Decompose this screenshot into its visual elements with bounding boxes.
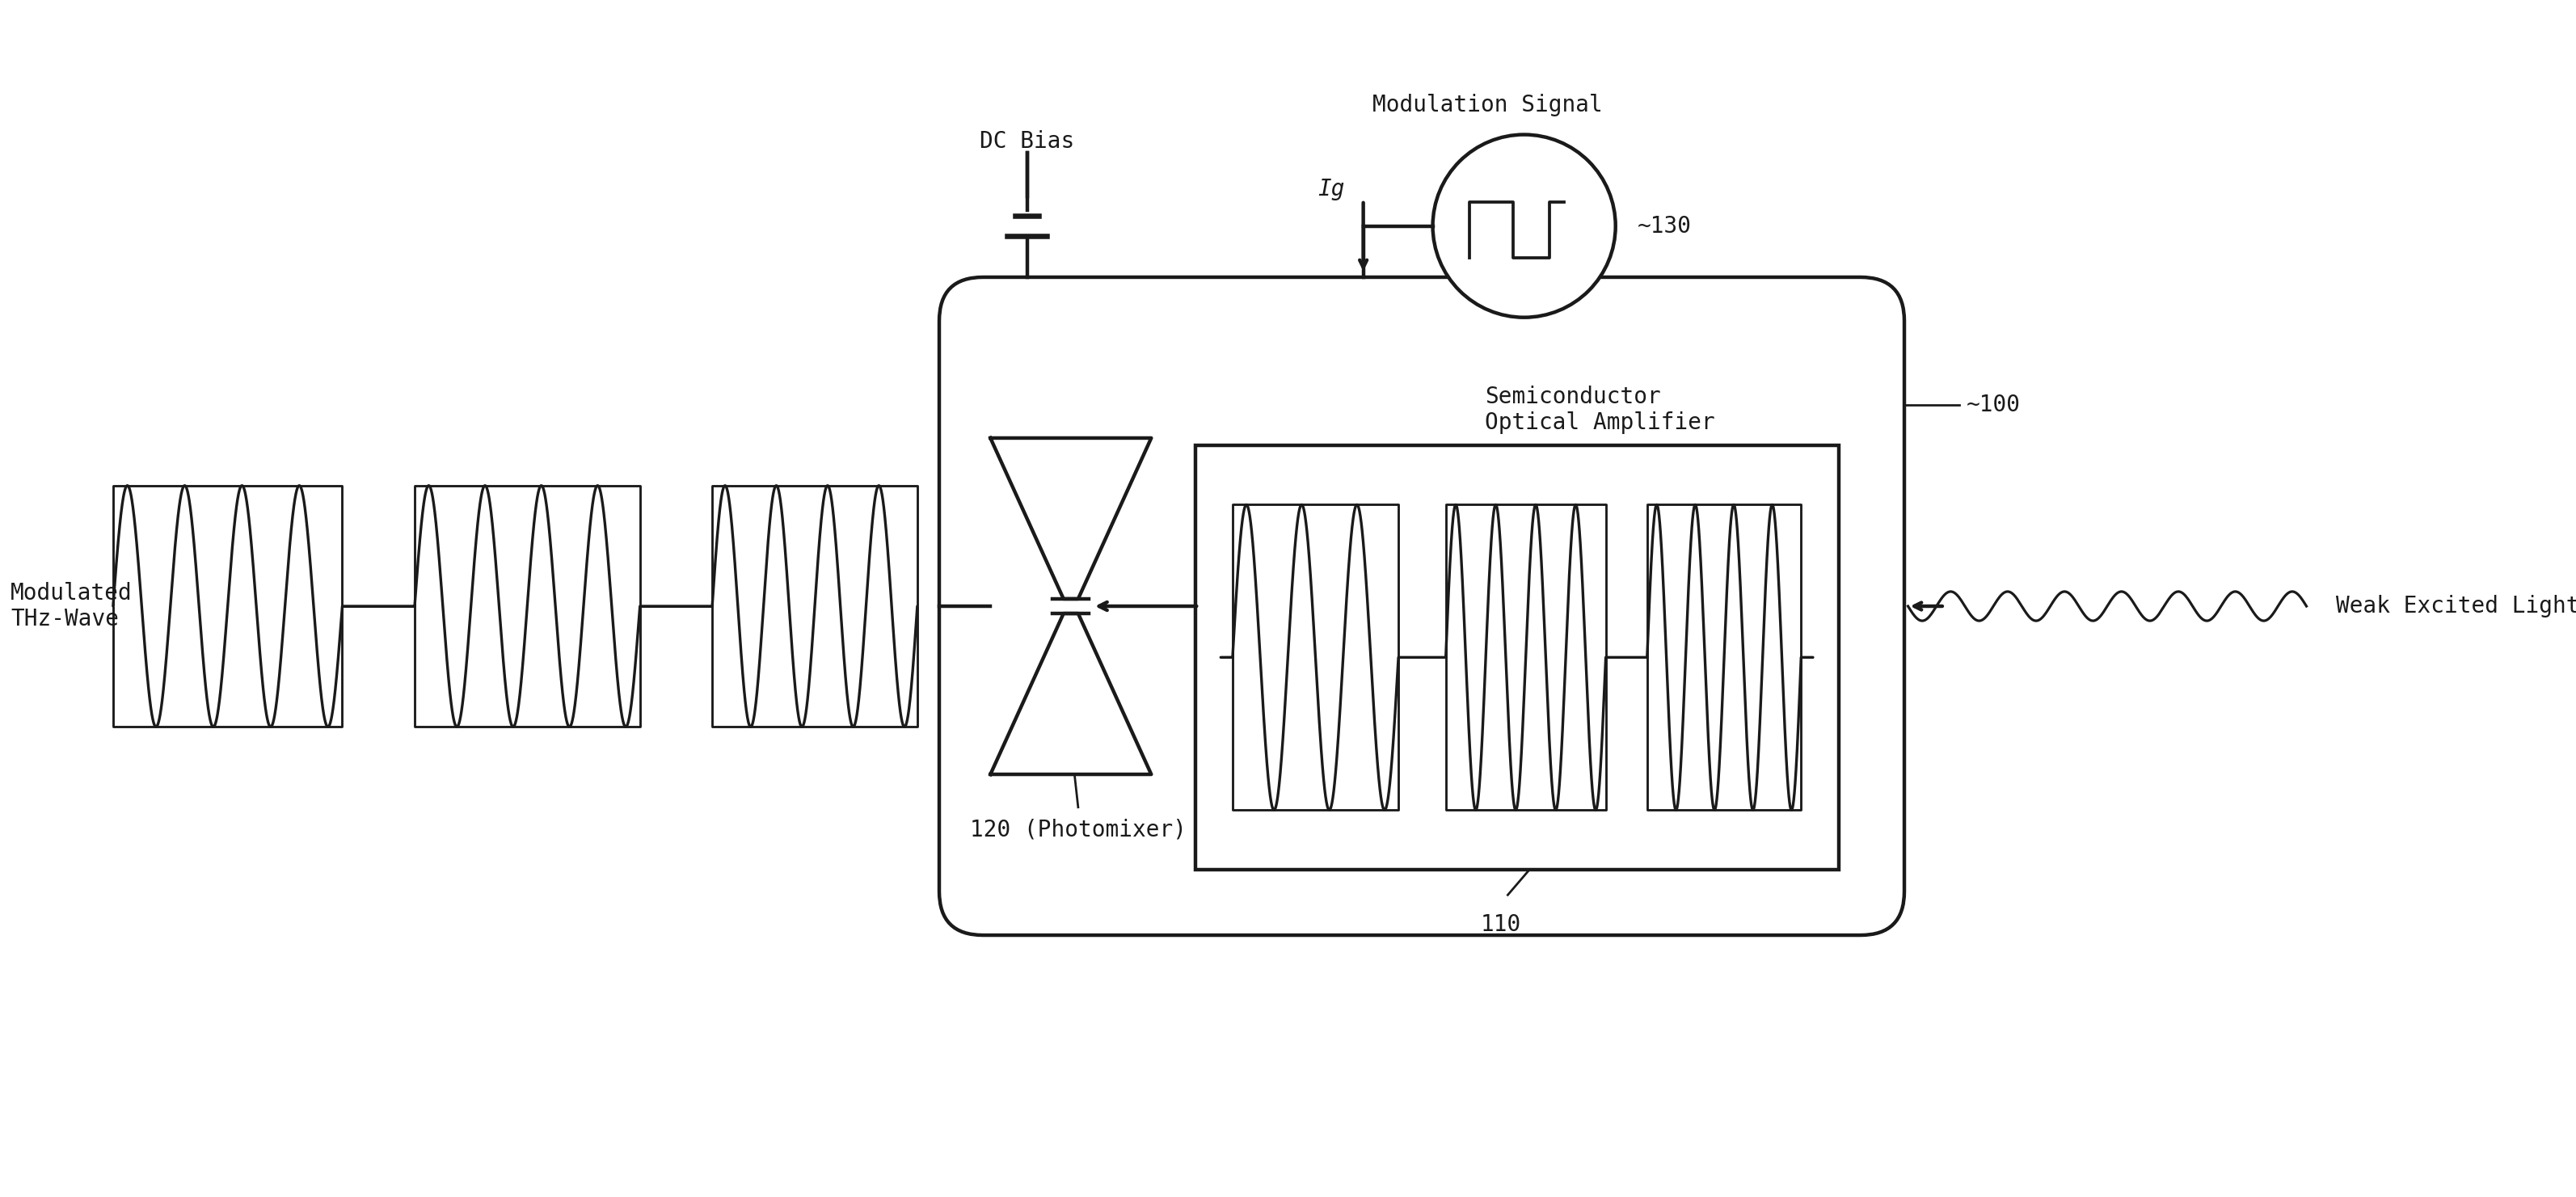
Text: 120 (Photomixer): 120 (Photomixer) <box>969 819 1188 840</box>
Circle shape <box>1432 134 1615 317</box>
Text: DC Bias: DC Bias <box>979 130 1074 153</box>
Text: Modulated
THz-Wave: Modulated THz-Wave <box>10 582 131 631</box>
Text: Ig: Ig <box>1319 178 1345 201</box>
Polygon shape <box>989 614 1151 774</box>
Text: 110: 110 <box>1481 913 1520 936</box>
Text: Weak Excited Light: Weak Excited Light <box>2336 595 2576 618</box>
Polygon shape <box>989 438 1151 598</box>
Text: ~130: ~130 <box>1638 214 1692 237</box>
Text: Semiconductor
Optical Amplifier: Semiconductor Optical Amplifier <box>1484 385 1716 435</box>
Text: Modulation Signal: Modulation Signal <box>1373 93 1602 116</box>
Text: ~100: ~100 <box>1965 394 2020 417</box>
Bar <box>1195 445 1839 869</box>
